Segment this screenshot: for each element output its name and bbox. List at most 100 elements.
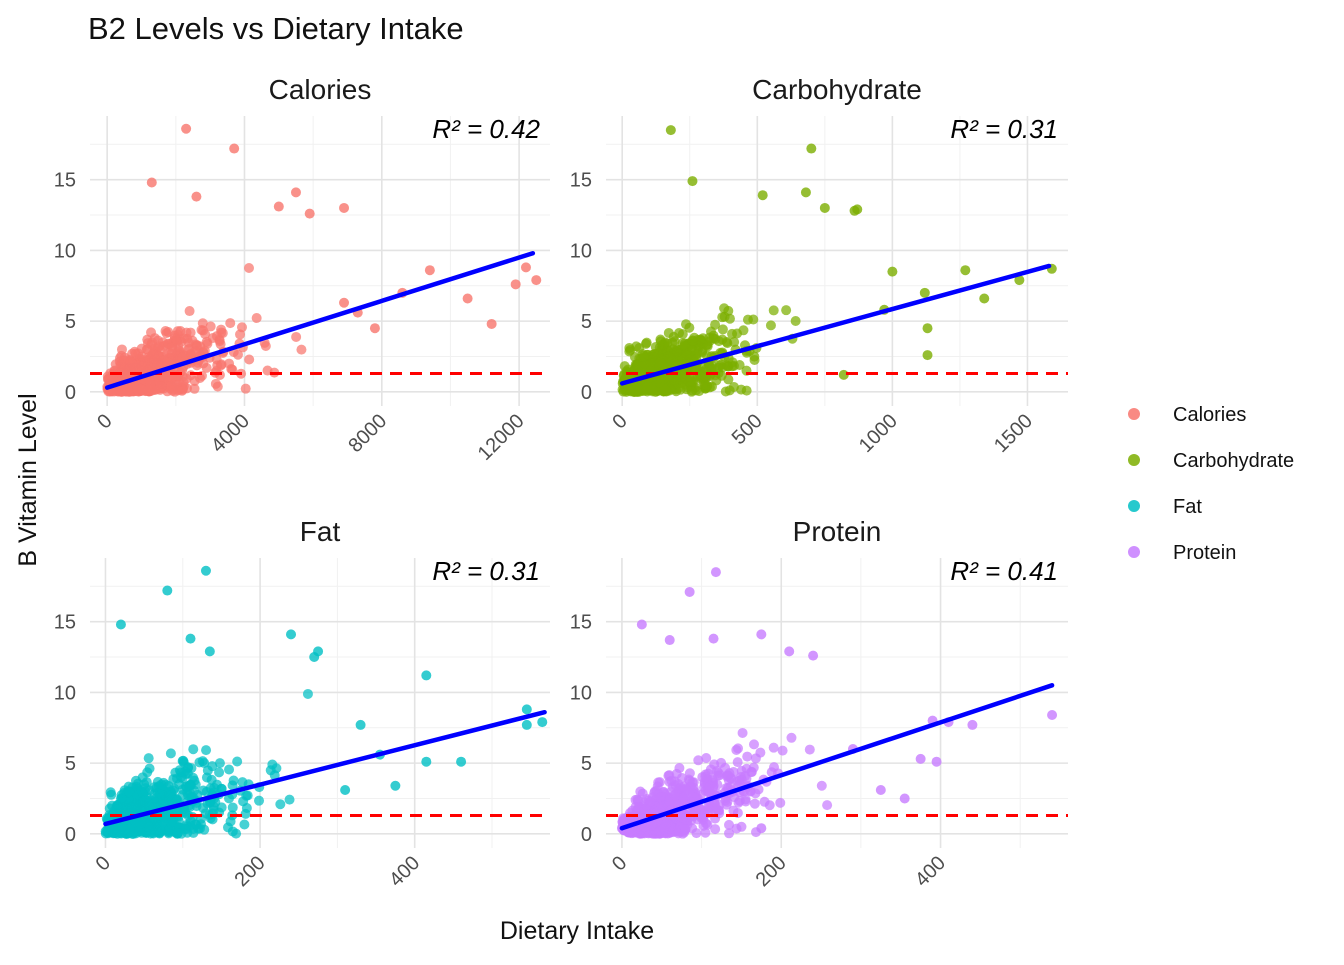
scatter-point [680,784,691,795]
scatter-point [226,363,237,374]
scatter-point [727,328,738,339]
scatter-point [728,381,739,392]
scatter-point [710,824,721,835]
scatter-point [136,818,147,829]
scatter-point [700,771,711,782]
legend-item: Carbohydrate [1128,450,1294,472]
scatter-point [765,320,776,331]
scatter-point [164,824,175,835]
scatter-point [704,332,715,343]
outlier-point [808,650,819,661]
outlier-point [204,646,215,657]
r-squared-label: R² = 0.31 [950,114,1058,144]
outlier-point [181,123,192,134]
outlier-point [922,350,933,361]
scatter-point [228,775,239,786]
scatter-point [734,795,745,806]
outlier-point [339,297,350,308]
x-tick-label: 200 [230,852,269,891]
scatter-point [118,355,129,366]
point-layer [102,123,542,397]
outlier-point [922,323,933,334]
scatter-point [156,783,167,794]
legend-item: Calories [1128,404,1246,426]
scatter-point [227,802,238,813]
scatter-point [728,767,739,778]
scatter-point [183,337,194,348]
outlier-point [684,586,695,597]
legend-label: Carbohydrate [1173,450,1294,472]
scatter-point [719,303,730,314]
panel-title: Calories [269,74,372,105]
scatter-point [232,756,243,767]
scatter-point [254,795,265,806]
scatter-point [296,344,307,355]
y-tick-label: 15 [570,170,592,192]
scatter-point [188,744,199,755]
point-layer [100,565,548,839]
scatter-point [660,819,671,830]
outlier-point [819,202,830,213]
scatter-point [656,801,667,812]
r-squared-label: R² = 0.31 [432,556,540,586]
scatter-point [687,345,698,356]
scatter-point [215,360,226,371]
scatter-point [665,352,676,363]
outlier-point [286,629,297,640]
outlier-point [899,793,910,804]
outlier-point [424,265,435,276]
scatter-point [654,777,665,788]
y-tick-label: 5 [65,311,76,333]
outlier-point [636,619,647,630]
outlier-point [162,585,173,596]
legend-label: Fat [1173,496,1202,518]
scatter-point [732,757,743,768]
scatter-point [291,331,302,342]
scatter-point [701,753,712,764]
outlier-point [1014,275,1025,286]
outlier-point [800,187,811,198]
panel-title: Protein [793,516,882,547]
x-tick-label: 8000 [344,410,391,457]
scatter-point [216,802,227,813]
scatter-point [731,823,742,834]
scatter-point [687,336,698,347]
scatter-point [129,346,140,357]
scatter-point [112,804,123,815]
scatter-point [655,357,666,368]
scatter-point [143,753,154,764]
outlier-point [339,202,350,213]
outlier-point [1047,710,1058,721]
legend-label: Calories [1173,404,1246,426]
outlier-point [146,177,157,188]
scatter-point [724,819,735,830]
y-tick-label: 10 [54,240,76,262]
scatter-point [224,764,235,775]
outlier-point [756,629,767,640]
outlier-point [185,633,196,644]
scatter-point [156,381,167,392]
scatter-point [100,826,111,837]
scatter-point [663,327,674,338]
point-layer [616,567,1058,839]
legend-item: Protein [1128,542,1236,564]
scatter-point [693,755,704,766]
scatter-point [194,757,205,768]
scatter-point [775,797,786,808]
scatter-point [786,732,797,743]
outlier-point [421,670,432,681]
scatter-point [178,377,189,388]
scatter-point [133,790,144,801]
scatter-point [722,338,733,349]
r-squared-label: R² = 0.42 [432,114,540,144]
x-tick-label: 4000 [207,410,254,457]
scatter-point [731,744,742,755]
scatter-point [184,780,195,791]
scatter-point [680,368,691,379]
scatter-point [711,765,722,776]
y-tick-label: 0 [65,824,76,846]
outlier-point [687,176,698,187]
scatter-point [655,334,666,345]
y-tick-label: 10 [570,240,592,262]
outlier-point [967,719,978,730]
